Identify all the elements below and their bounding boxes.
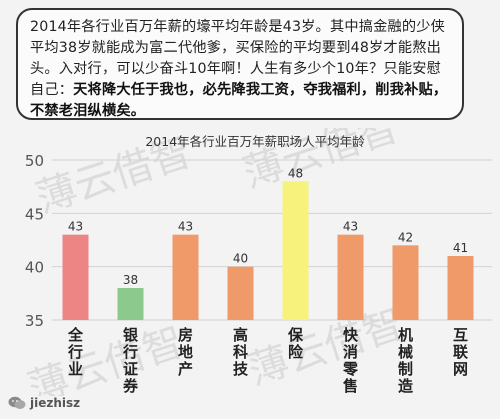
x-axis: 全行业 银行证券 房地产 高科技 保险 快消零售 机械制造 互联网 bbox=[67, 326, 469, 395]
bars bbox=[62, 181, 474, 320]
x-tick-label: 机械制造 bbox=[398, 326, 413, 395]
y-tick-label: 35 bbox=[25, 312, 44, 330]
bar bbox=[117, 288, 144, 320]
bar bbox=[227, 266, 254, 320]
data-label: 38 bbox=[123, 273, 138, 287]
x-tick-label: 互联网 bbox=[453, 326, 469, 378]
x-tick-label: 银行证券 bbox=[122, 326, 139, 395]
bar bbox=[337, 234, 364, 320]
callout-text: 2014年各行业百万年薪的壕平均年龄是43岁。其中搞金融的少侠平均38岁就能成为… bbox=[30, 19, 446, 98]
callout-bubble: 2014年各行业百万年薪的壕平均年龄是43岁。其中搞金融的少侠平均38岁就能成为… bbox=[16, 8, 464, 120]
footer: jiezhisz bbox=[8, 396, 80, 410]
data-label: 43 bbox=[178, 220, 193, 234]
x-tick-label: 房地产 bbox=[178, 326, 193, 378]
y-tick-label: 40 bbox=[25, 259, 44, 277]
data-label: 40 bbox=[233, 252, 248, 266]
x-tick-label: 高科技 bbox=[233, 326, 249, 378]
wechat-icon bbox=[8, 396, 26, 410]
y-tick-label: 50 bbox=[25, 152, 44, 170]
data-label: 42 bbox=[398, 230, 413, 244]
data-labels: 43 38 43 40 48 43 42 41 bbox=[68, 166, 468, 287]
bar bbox=[62, 234, 89, 320]
y-tick-label: 45 bbox=[25, 205, 44, 223]
y-axis: 35 40 45 50 bbox=[25, 152, 44, 330]
data-label: 43 bbox=[68, 220, 83, 234]
bar bbox=[392, 245, 419, 320]
data-label: 48 bbox=[288, 166, 303, 180]
watermark-text: 薄云借智 bbox=[23, 319, 189, 396]
bar bbox=[282, 181, 309, 320]
watermark-text: 薄云借智 bbox=[243, 301, 409, 394]
bar bbox=[447, 256, 474, 320]
x-tick-label: 全行业 bbox=[67, 326, 84, 378]
data-label: 41 bbox=[453, 241, 468, 255]
chart-title: 2014年各行业百万年薪职场人平均年龄 bbox=[145, 134, 365, 149]
x-tick-label: 保险 bbox=[287, 326, 304, 361]
data-label: 43 bbox=[343, 220, 358, 234]
bar bbox=[172, 234, 199, 320]
footer-handle: jiezhisz bbox=[30, 396, 81, 410]
x-tick-label: 快消零售 bbox=[342, 326, 359, 395]
callout-bold-text: 天将降大任于我也，必先降我工资，夺我福利，削我补贴，不禁老泪纵横矣。 bbox=[30, 82, 448, 119]
